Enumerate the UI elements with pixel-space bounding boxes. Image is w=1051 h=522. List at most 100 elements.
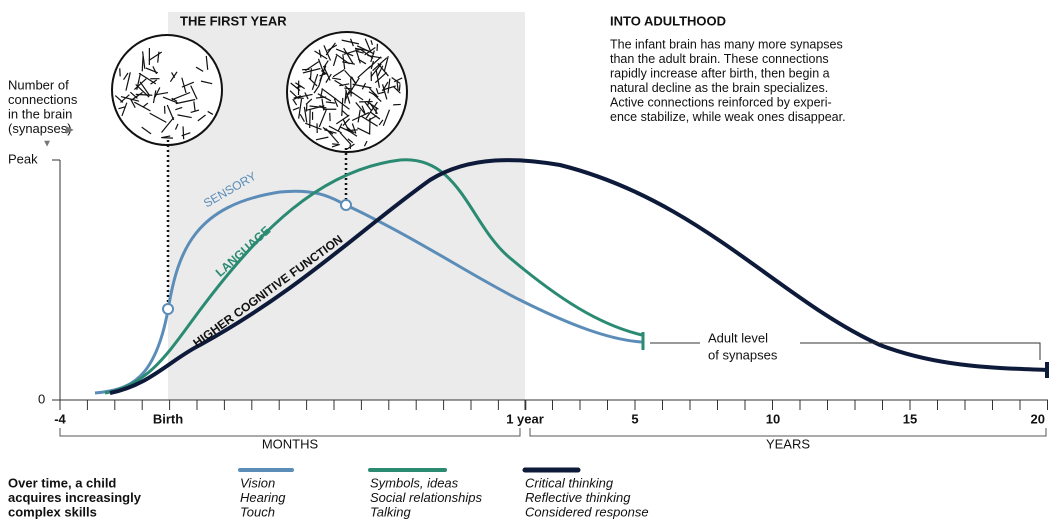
legend-item: Considered response bbox=[525, 504, 649, 519]
dendrite bbox=[141, 51, 146, 69]
mask bbox=[755, 438, 821, 452]
dendrite bbox=[171, 97, 178, 102]
dendrite bbox=[303, 106, 308, 123]
dendrite bbox=[195, 66, 204, 72]
description-line: natural decline as the brain specializes… bbox=[610, 81, 828, 95]
dendrite bbox=[319, 65, 327, 82]
dendrite bbox=[174, 123, 179, 130]
dendrite bbox=[396, 81, 399, 91]
dendrite bbox=[342, 119, 350, 133]
dendrite bbox=[382, 85, 396, 91]
dendrite bbox=[370, 40, 373, 46]
dendrite bbox=[123, 72, 129, 81]
bracket bbox=[59, 428, 521, 437]
dendrite bbox=[341, 109, 349, 117]
dendrite bbox=[314, 50, 328, 60]
dendrite bbox=[341, 39, 360, 45]
dendrite bbox=[357, 50, 364, 54]
dendrite bbox=[335, 114, 350, 125]
dendrite bbox=[364, 38, 372, 53]
y-label-line: connections bbox=[8, 92, 78, 107]
dendrite bbox=[118, 106, 126, 110]
legend-item: Touch bbox=[240, 504, 275, 519]
dendrite bbox=[393, 86, 401, 94]
arrow: ▶ bbox=[66, 125, 74, 136]
point bbox=[162, 303, 174, 315]
dendrite bbox=[357, 109, 361, 123]
dendrite bbox=[317, 58, 325, 76]
dendrite bbox=[131, 95, 139, 101]
dendrite bbox=[305, 98, 313, 105]
dendrite bbox=[368, 91, 379, 98]
x-tick-label: 1 year bbox=[506, 411, 544, 426]
higher-curve bbox=[109, 158, 1049, 395]
dendrite bbox=[289, 90, 299, 100]
dendrite bbox=[305, 61, 320, 72]
dendrite bbox=[181, 77, 187, 94]
dendrite bbox=[343, 47, 354, 65]
dendrite bbox=[387, 78, 391, 94]
description-line: rapidly increase after birth, then begin… bbox=[610, 66, 830, 80]
dendrite bbox=[133, 78, 147, 90]
dendrite bbox=[298, 98, 303, 119]
dendrite bbox=[351, 123, 357, 134]
dendrite bbox=[344, 90, 347, 104]
dendrite bbox=[182, 126, 185, 140]
dendrite bbox=[319, 72, 328, 77]
dendrite bbox=[325, 101, 336, 104]
dendrite bbox=[374, 71, 388, 84]
legend-item: Symbols, ideas bbox=[370, 475, 459, 490]
dendrite bbox=[134, 101, 151, 112]
dendrite bbox=[142, 102, 149, 108]
dendrite bbox=[360, 115, 378, 127]
legend-item: Social relationships bbox=[370, 490, 483, 505]
dendrite bbox=[333, 98, 339, 107]
x-tick-label: Birth bbox=[153, 411, 183, 426]
x-tick-label: 15 bbox=[903, 411, 917, 426]
dendrite bbox=[311, 73, 319, 91]
dendrite bbox=[398, 84, 401, 92]
dendrite bbox=[346, 143, 355, 150]
dendrite bbox=[323, 45, 332, 61]
dendrite bbox=[125, 72, 131, 91]
dendrite bbox=[369, 102, 378, 115]
dendrite bbox=[327, 44, 338, 52]
dendrite bbox=[361, 105, 366, 114]
dendrite bbox=[335, 53, 350, 65]
dendrite bbox=[200, 80, 213, 85]
dendrite bbox=[309, 68, 312, 80]
dendrite bbox=[141, 126, 152, 135]
y-label-line: (synapses) bbox=[8, 121, 72, 136]
legend-intro: complex skills bbox=[8, 504, 97, 519]
dendrite bbox=[207, 110, 214, 115]
dendrite bbox=[139, 81, 151, 96]
dendrite bbox=[366, 98, 371, 107]
y-tick-label: 0 bbox=[38, 391, 45, 406]
dendrite bbox=[341, 97, 344, 117]
dendrite bbox=[321, 98, 325, 111]
dendrite bbox=[339, 132, 352, 145]
dendrite bbox=[292, 106, 300, 111]
dendrite bbox=[175, 98, 196, 105]
dendrite bbox=[393, 77, 403, 83]
bracket bbox=[529, 428, 1047, 437]
annotation: of synapses bbox=[708, 347, 778, 362]
dendrite bbox=[331, 77, 342, 81]
neuron-illustrations bbox=[111, 31, 408, 153]
description: The infant brain has many more synapsest… bbox=[610, 37, 846, 124]
dendrite bbox=[339, 83, 350, 87]
dendrite bbox=[166, 104, 175, 121]
neuron-circle bbox=[286, 31, 408, 153]
dendrite bbox=[369, 87, 375, 94]
dendrite bbox=[332, 68, 345, 78]
dendrite bbox=[351, 112, 370, 122]
axis-section: MONTHS bbox=[262, 436, 319, 451]
legend-intro: acquires increasingly bbox=[8, 490, 142, 505]
annotation: Adult level bbox=[708, 330, 768, 345]
dendrite bbox=[292, 98, 298, 106]
dendrite bbox=[352, 83, 372, 89]
x-tick-label: 5 bbox=[631, 411, 638, 426]
